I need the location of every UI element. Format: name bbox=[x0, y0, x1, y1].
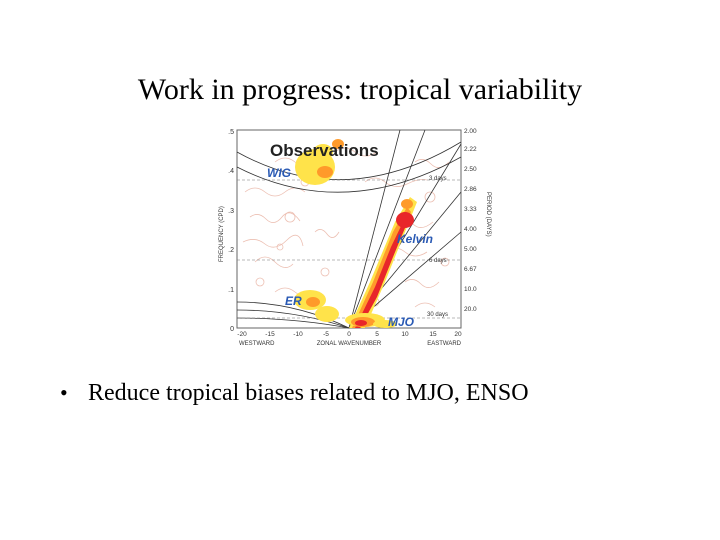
period-annotation-3: 3 days bbox=[429, 176, 447, 182]
bullet-dot-icon: • bbox=[60, 380, 68, 405]
x-tick: 20 bbox=[454, 331, 462, 338]
y-tick: .5 bbox=[228, 129, 234, 136]
mjo-label: MJO bbox=[388, 315, 415, 329]
x-axis-labels: WESTWARD ZONAL WAVENUMBER EASTWARD bbox=[239, 341, 462, 347]
er-signal bbox=[294, 290, 339, 322]
x-axis-left-label: WESTWARD bbox=[239, 341, 275, 347]
x-tick: -15 bbox=[265, 331, 275, 338]
er-label: ER bbox=[285, 294, 302, 308]
period-annotation-6: 6 days bbox=[429, 258, 447, 264]
right-tick: 2.00 bbox=[464, 128, 477, 135]
kelvin-signal bbox=[349, 197, 417, 328]
x-tick: 10 bbox=[401, 331, 409, 338]
right-tick: 4.00 bbox=[464, 226, 477, 233]
y-tick: .2 bbox=[228, 247, 234, 254]
wig-label: WIG bbox=[267, 166, 291, 180]
x-tick: -5 bbox=[323, 331, 329, 338]
wig-signal bbox=[295, 139, 344, 185]
plot-frame bbox=[236, 129, 462, 329]
x-axis-center-label: ZONAL WAVENUMBER bbox=[317, 341, 382, 347]
wavenumber-frequency-figure: Observations WIG Kelvin ER MJO 3 days 6 … bbox=[215, 122, 505, 352]
x-tick: 15 bbox=[429, 331, 437, 338]
right-tick: 10.0 bbox=[464, 286, 477, 293]
right-axis-ticks: 2.00 2.22 2.50 2.86 3.33 4.00 5.00 6.67 … bbox=[464, 128, 477, 313]
y-axis-label: FREQUENCY (CPD) bbox=[219, 206, 225, 262]
right-tick: 6.67 bbox=[464, 266, 477, 273]
x-tick: 5 bbox=[375, 331, 379, 338]
right-tick: 2.50 bbox=[464, 166, 477, 173]
period-annotation-30: 30 days bbox=[427, 312, 448, 318]
right-tick: 2.22 bbox=[464, 146, 477, 153]
right-tick: 5.00 bbox=[464, 246, 477, 253]
spectrum-plot: Observations WIG Kelvin ER MJO 3 days 6 … bbox=[219, 128, 491, 347]
right-axis-label: PERIOD (DAYS) bbox=[485, 192, 491, 237]
y-tick: .4 bbox=[228, 168, 234, 175]
y-axis-ticks: .5 .4 .3 .2 .1 0 bbox=[228, 129, 234, 333]
right-tick: 20.0 bbox=[464, 306, 477, 313]
y-tick: .3 bbox=[228, 208, 234, 215]
bullet-list: • Reduce tropical biases related to MJO,… bbox=[60, 376, 700, 410]
bullet-item: • Reduce tropical biases related to MJO,… bbox=[60, 376, 700, 410]
x-axis-right-label: EASTWARD bbox=[427, 341, 461, 347]
y-tick: .1 bbox=[228, 287, 234, 294]
y-tick: 0 bbox=[230, 326, 234, 333]
right-tick: 3.33 bbox=[464, 206, 477, 213]
x-tick: -10 bbox=[293, 331, 303, 338]
figure-heading: Observations bbox=[270, 141, 379, 160]
mjo-signal bbox=[345, 313, 397, 328]
bullet-text: Reduce tropical biases related to MJO, E… bbox=[88, 380, 529, 406]
x-tick: 0 bbox=[347, 331, 351, 338]
x-tick: -20 bbox=[237, 331, 247, 338]
right-tick: 2.86 bbox=[464, 186, 477, 193]
x-axis-ticks: -20 -15 -10 -5 0 5 10 15 20 bbox=[237, 331, 462, 338]
kelvin-label: Kelvin bbox=[397, 232, 433, 246]
slide-title: Work in progress: tropical variability bbox=[137, 73, 583, 106]
